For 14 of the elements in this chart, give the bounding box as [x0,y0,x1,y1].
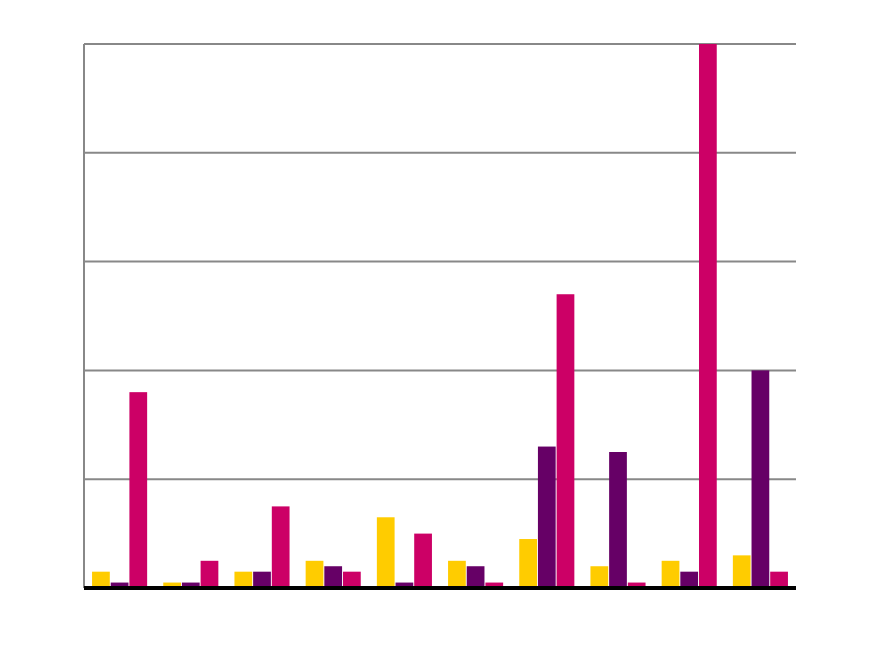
bar [590,566,609,588]
bar [376,517,395,588]
bar [537,446,556,588]
bar [519,539,537,588]
bar [699,44,717,588]
bar [414,533,432,588]
bar [751,370,770,588]
bar [324,566,343,588]
bar [271,506,290,588]
bar [556,294,575,588]
bar [129,392,148,588]
bar [609,452,627,588]
bar [448,560,466,588]
bar [732,555,751,588]
